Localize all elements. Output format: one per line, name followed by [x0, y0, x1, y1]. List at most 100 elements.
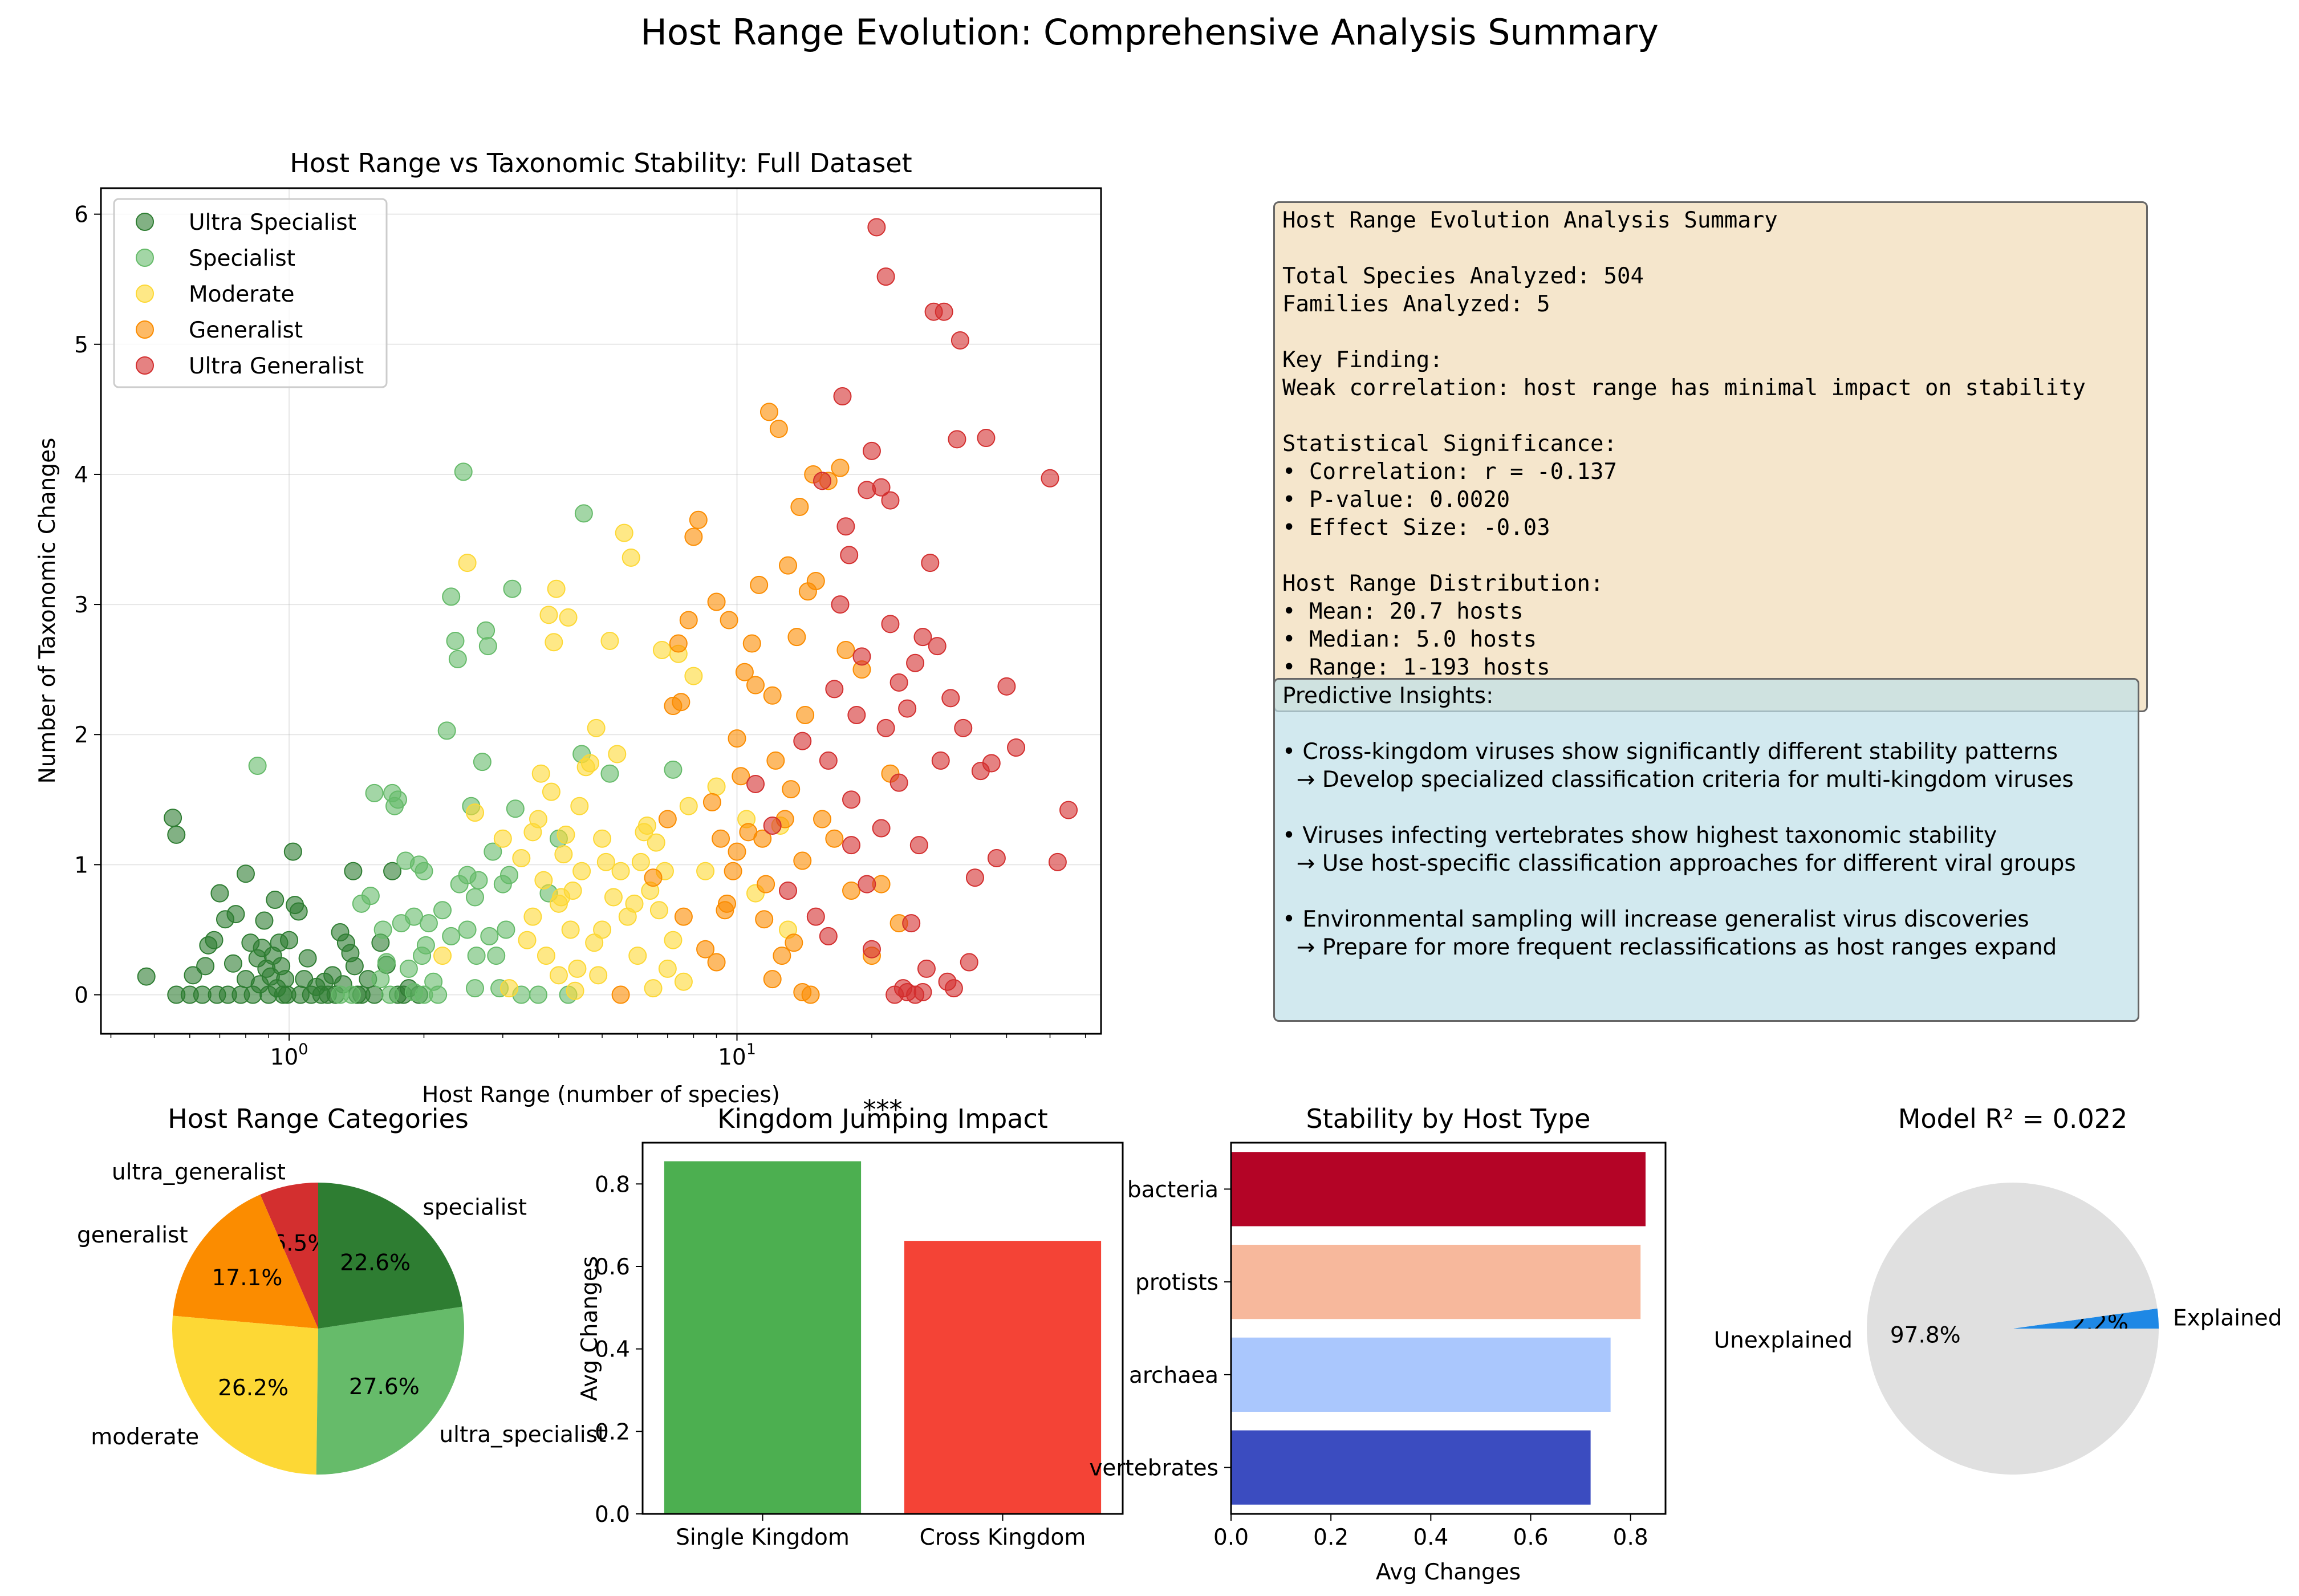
- y-tick-label: vertebrates: [1089, 1456, 1218, 1481]
- host-type-frame: [1230, 1142, 1667, 1515]
- data-point: [728, 842, 746, 861]
- data-point: [898, 699, 917, 718]
- scatter-frame: [100, 187, 1102, 1035]
- data-point: [465, 803, 484, 822]
- data-point: [649, 901, 668, 920]
- legend-marker: [136, 213, 154, 231]
- legend-marker: [136, 249, 154, 267]
- y-tick-label: protists: [1135, 1270, 1218, 1296]
- kingdom-annotation: ***: [863, 1094, 903, 1125]
- x-tick-base: 10: [718, 1045, 746, 1070]
- data-point: [499, 979, 518, 998]
- data-point: [909, 836, 928, 855]
- data-point: [793, 982, 812, 1001]
- scatter-xlabel: Host Range (number of species): [422, 1082, 780, 1108]
- data-point: [876, 267, 895, 286]
- data-point: [437, 721, 456, 740]
- y-tick-label: 0: [74, 983, 88, 1009]
- data-point: [566, 981, 584, 1000]
- text-line: [1282, 794, 2076, 822]
- data-point: [819, 927, 838, 945]
- y-tick-label: 0.8: [595, 1172, 630, 1197]
- pie-pct-label: 22.6%: [340, 1250, 411, 1276]
- data-point: [842, 836, 861, 855]
- data-point: [825, 680, 844, 698]
- data-point: [480, 927, 499, 945]
- data-point: [429, 985, 448, 1004]
- pie-slice: [318, 1183, 463, 1329]
- data-point: [298, 949, 317, 968]
- text-line: Host Range Distribution:: [1282, 571, 1604, 596]
- data-point: [371, 970, 390, 989]
- data-point: [503, 579, 522, 598]
- data-point: [405, 982, 424, 1001]
- data-point: [497, 920, 515, 939]
- data-point: [580, 754, 599, 773]
- data-point: [954, 718, 973, 737]
- data-point: [724, 862, 742, 880]
- data-point: [902, 914, 921, 933]
- data-point: [399, 959, 418, 978]
- data-point: [679, 611, 698, 630]
- data-point: [773, 947, 791, 965]
- data-point: [593, 829, 612, 848]
- data-point: [921, 554, 940, 572]
- data-point: [361, 887, 380, 905]
- data-point: [664, 760, 683, 779]
- scatter-points: [137, 218, 1078, 1004]
- insights-box: Predictive Insights: • Cross-kingdom vir…: [1273, 678, 2139, 1022]
- data-point: [518, 931, 537, 949]
- host-type-panel: Stability by Host Type bacteria protists a…: [1089, 1103, 1667, 1585]
- bar: [1231, 1430, 1591, 1505]
- data-point: [539, 606, 558, 624]
- data-point: [164, 809, 182, 827]
- data-point: [574, 504, 593, 523]
- data-point: [559, 608, 578, 627]
- data-point: [593, 920, 612, 939]
- data-point: [793, 851, 812, 870]
- text-line: Total Species Analyzed: 504: [1282, 263, 1644, 289]
- data-point: [652, 640, 671, 659]
- data-point: [493, 829, 512, 848]
- data-point: [454, 462, 473, 481]
- pie-label: Explained: [2173, 1306, 2282, 1331]
- pie-label: ultra_generalist: [112, 1159, 286, 1185]
- data-point: [600, 631, 619, 650]
- data-point: [381, 985, 400, 1004]
- data-point: [787, 628, 806, 647]
- data-point: [647, 833, 665, 852]
- legend-label: Generalist: [189, 318, 303, 343]
- data-point: [419, 914, 438, 933]
- data-point: [842, 882, 861, 900]
- data-point: [478, 637, 497, 656]
- y-tick-label: 0.2: [595, 1419, 630, 1445]
- text-line: • Range: 1-193 hosts: [1282, 655, 1550, 680]
- data-point: [289, 902, 308, 921]
- data-point: [625, 894, 644, 913]
- data-point: [561, 920, 580, 939]
- data-point: [416, 936, 435, 955]
- data-point: [906, 653, 925, 672]
- r2-title: Model R² = 0.022: [1898, 1103, 2128, 1134]
- categories-pie: 6.5%ultra_generalist17.1%generalist26.2%…: [77, 1159, 606, 1475]
- bar: [1231, 1337, 1611, 1412]
- data-point: [858, 875, 876, 894]
- data-point: [377, 953, 396, 972]
- data-point: [679, 797, 698, 815]
- pie-label: specialist: [423, 1195, 527, 1220]
- data-point: [365, 783, 384, 802]
- data-point: [280, 931, 299, 949]
- data-point: [763, 970, 782, 989]
- text-line: [1282, 402, 2086, 430]
- data-point: [549, 894, 568, 913]
- data-point: [506, 799, 525, 818]
- data-point: [631, 852, 650, 871]
- data-point: [589, 966, 608, 985]
- data-point: [523, 907, 542, 926]
- x-tick-label: Single Kingdom: [676, 1525, 850, 1550]
- data-point: [813, 472, 831, 490]
- data-point: [611, 862, 630, 880]
- text-line: Host Range Evolution Analysis Summary: [1282, 208, 1778, 233]
- data-point: [872, 819, 891, 838]
